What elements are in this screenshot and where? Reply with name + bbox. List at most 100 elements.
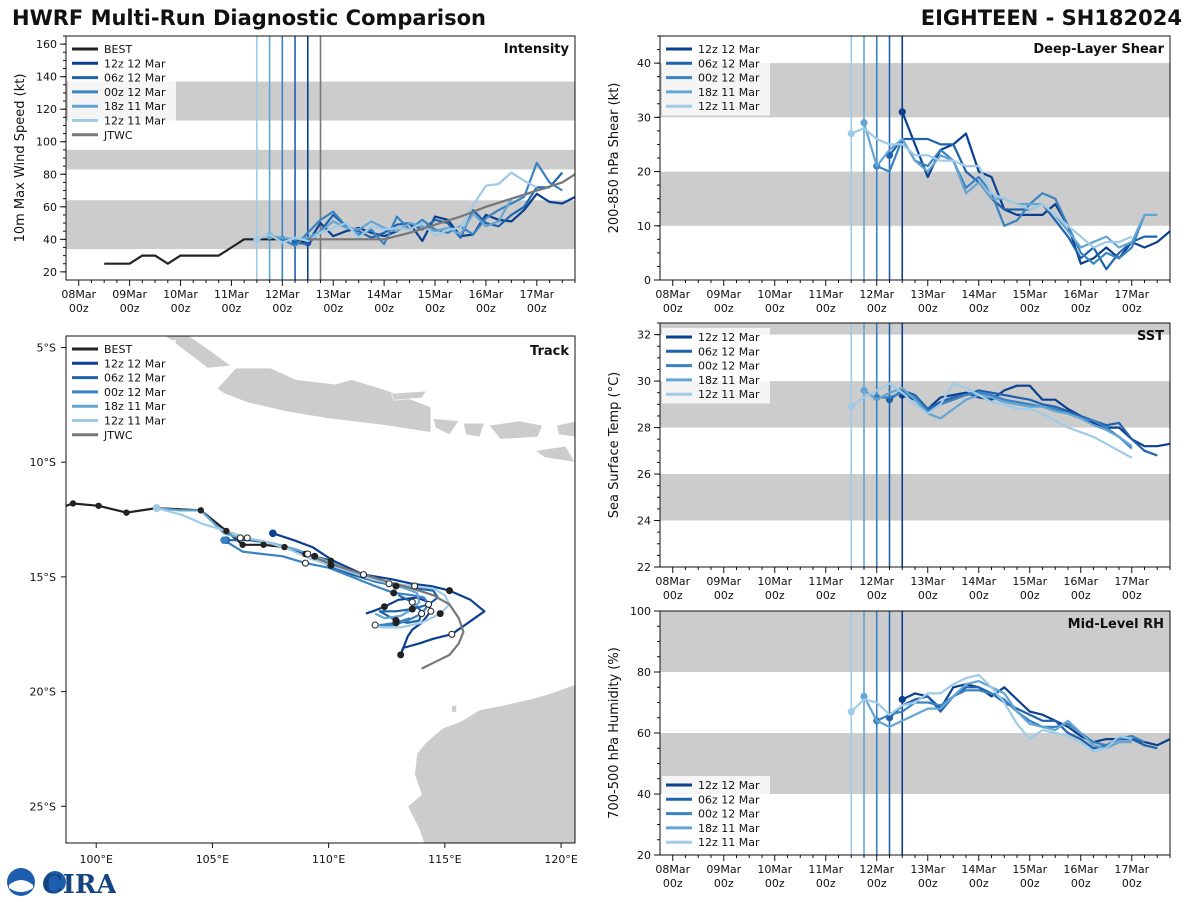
series-line-run_18z11: [863, 679, 1132, 750]
forecast-halfday-point: [359, 571, 367, 579]
x-tick-label-date: 16Mar: [469, 288, 504, 301]
forecast-halfday-point: [411, 582, 419, 590]
series-line-run_12z12: [901, 384, 1171, 448]
panel-title: Deep-Layer Shear: [1033, 42, 1164, 57]
x-tick-label-hour: 00z: [1020, 302, 1040, 315]
lombok-island: [463, 422, 485, 438]
forecast-halfday-point: [243, 534, 251, 542]
series-start-marker: [860, 119, 868, 127]
x-tick-label-hour: 00z: [1020, 589, 1040, 602]
y-tick-label: 28: [637, 422, 651, 435]
rh-panel: 2040608010008Mar00z09Mar00z10Mar00z11Mar…: [607, 605, 1171, 890]
y-tick-label: 22: [637, 561, 651, 574]
legend-label: 00z 12 Mar: [104, 386, 166, 399]
y-tick-label: 40: [637, 57, 651, 70]
x-tick-label-date: 09Mar: [706, 288, 741, 301]
y-tick-label: 80: [43, 168, 57, 181]
track-line-run_12z11: [156, 507, 451, 629]
forecast-halfday-point: [418, 610, 426, 618]
legend-label: 06z 12 Mar: [698, 57, 760, 70]
legend-label: 00z 12 Mar: [104, 86, 166, 99]
forecast-start-point: [220, 536, 228, 544]
series-start-marker: [847, 403, 855, 411]
y-axis-label: 700-500 hPa Humidity (%): [607, 647, 622, 819]
legend-label: 12z 11 Mar: [104, 415, 166, 428]
x-tick-label-hour: 00z: [69, 302, 89, 315]
forecast-halfday-point: [425, 600, 433, 608]
legend-label: 18z 11 Mar: [698, 822, 760, 835]
x-tick-label-hour: 00z: [765, 302, 785, 315]
x-tick-label-date: 10Mar: [757, 575, 792, 588]
x-tick-label-hour: 00z: [969, 877, 989, 890]
forecast-day-point: [392, 619, 400, 627]
x-tick-label-hour: 00z: [816, 877, 836, 890]
legend-label: JTWC: [103, 129, 133, 142]
legend-label: 12z 12 Mar: [698, 331, 760, 344]
best-track-point: [95, 502, 102, 509]
lat-tick-label: 10°S: [30, 456, 56, 469]
lon-tick-label: 105°E: [196, 853, 229, 866]
series-line-jtwc: [307, 173, 576, 241]
cira-globe-icon: [44, 871, 66, 893]
x-tick-label-date: 15Mar: [1012, 575, 1047, 588]
x-tick-label-hour: 00z: [816, 302, 836, 315]
x-tick-label-hour: 00z: [714, 877, 734, 890]
y-axis-label: Sea Surface Temp (°C): [607, 372, 622, 519]
forecast-start-point: [269, 529, 277, 538]
series-line-run_12z11: [256, 171, 538, 244]
series-line-run_00z12: [876, 391, 1133, 450]
x-tick-label-hour: 00z: [1071, 589, 1091, 602]
x-tick-label-date: 17Mar: [519, 288, 554, 301]
x-tick-label-hour: 00z: [663, 877, 683, 890]
forecast-halfday-point: [448, 630, 456, 638]
legend-label: 18z 11 Mar: [104, 100, 166, 113]
threshold-band: [660, 323, 1170, 335]
legend-label: 06z 12 Mar: [104, 372, 166, 385]
y-tick-label: 160: [36, 38, 57, 51]
legend-label: 06z 12 Mar: [698, 345, 760, 358]
y-tick-label: 140: [36, 71, 57, 84]
forecast-halfday-point: [408, 598, 416, 606]
sumatra-tip: [164, 336, 232, 369]
x-tick-label-date: 14Mar: [961, 575, 996, 588]
forecast-halfday-point: [301, 559, 309, 567]
x-tick-label-date: 12Mar: [265, 288, 300, 301]
x-tick-label-hour: 00z: [120, 302, 140, 315]
x-tick-label-date: 13Mar: [910, 575, 945, 588]
legend-label: 00z 12 Mar: [698, 360, 760, 373]
lon-tick-label: 120°E: [544, 853, 577, 866]
x-tick-label-hour: 00z: [171, 302, 191, 315]
legend-label: 06z 12 Mar: [698, 793, 760, 806]
x-tick-label-date: 13Mar: [910, 863, 945, 876]
legend-label: 12z 11 Mar: [698, 836, 760, 849]
x-tick-label-hour: 00z: [663, 302, 683, 315]
x-tick-label-hour: 00z: [765, 877, 785, 890]
x-tick-label-hour: 00z: [918, 302, 938, 315]
lon-tick-label: 115°E: [428, 853, 461, 866]
x-tick-label-hour: 00z: [476, 302, 496, 315]
noaa-wave-icon: [9, 880, 33, 892]
legend-label: 18z 11 Mar: [698, 374, 760, 387]
panel-title: Mid-Level RH: [1068, 617, 1164, 632]
barrow-island: [451, 705, 457, 713]
best-track-point: [260, 541, 267, 548]
x-tick-label-date: 11Mar: [808, 863, 843, 876]
y-tick-label: 120: [36, 103, 57, 116]
forecast-day-point: [445, 587, 453, 595]
x-tick-label-date: 11Mar: [808, 575, 843, 588]
x-tick-label-hour: 00z: [527, 302, 547, 315]
lat-tick-label: 15°S: [30, 571, 56, 584]
x-tick-label-hour: 00z: [222, 302, 242, 315]
x-tick-label-hour: 00z: [918, 589, 938, 602]
panel-title: Intensity: [504, 42, 570, 57]
x-tick-label-date: 16Mar: [1063, 288, 1098, 301]
panel-title: SST: [1137, 329, 1164, 344]
series-start-marker: [898, 695, 906, 704]
x-tick-label-hour: 00z: [323, 302, 343, 315]
y-tick-label: 20: [637, 849, 651, 862]
x-tick-label-date: 17Mar: [1114, 863, 1149, 876]
y-tick-label: 10: [637, 220, 651, 233]
series-line-run_12z12: [901, 111, 1171, 265]
madura-island: [390, 390, 427, 401]
x-tick-label-hour: 00z: [714, 302, 734, 315]
